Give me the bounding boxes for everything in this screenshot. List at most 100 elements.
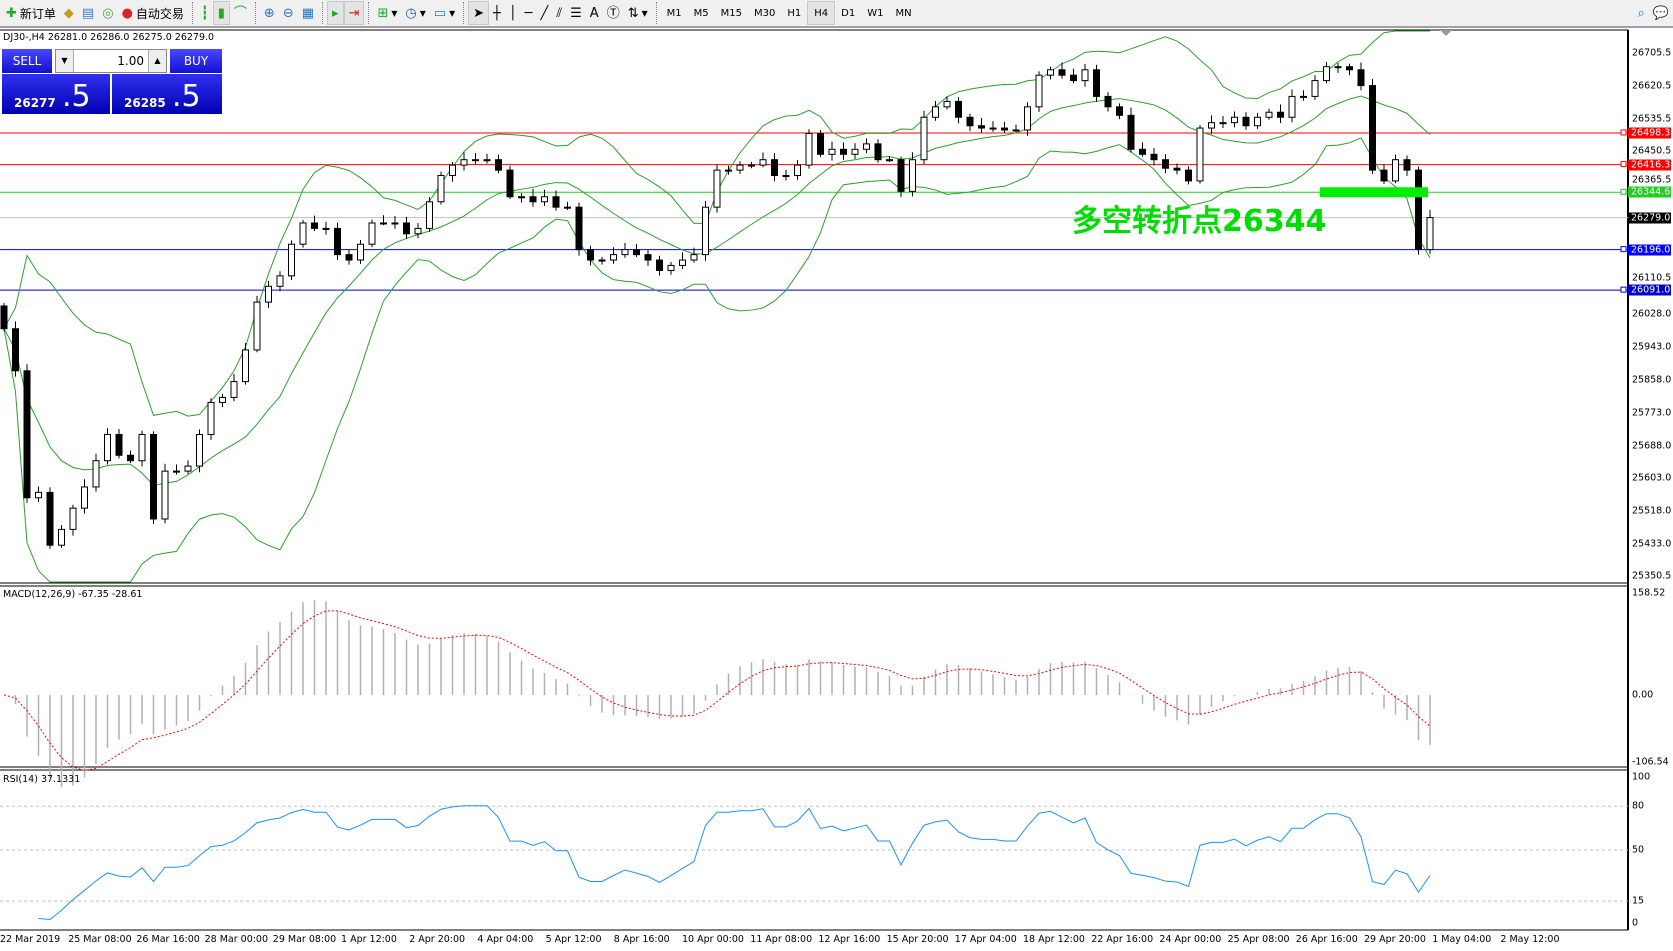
rsi-tick: 80: [1632, 800, 1645, 812]
crosshair-button[interactable]: ┼: [489, 1, 505, 25]
rsi-tick: 0: [1632, 917, 1639, 929]
time-tick: 10 Apr 00:00: [682, 934, 744, 945]
indicators-button[interactable]: ⊞ ▾: [377, 5, 398, 21]
lot-size-input[interactable]: ▼ 1.00 ▲: [55, 49, 167, 73]
periods-button[interactable]: ◷ ▾: [405, 5, 426, 21]
timeframe-h1[interactable]: H1: [787, 7, 802, 19]
buy-price-pips: .5: [172, 79, 201, 114]
zoom-in-button[interactable]: ⊕: [260, 1, 279, 25]
buy-price-button[interactable]: 26285 .5: [112, 74, 222, 114]
horizontal-line-button[interactable]: ─: [521, 1, 537, 25]
macd-title: MACD(12,26,9) -67.35 -28.61: [3, 589, 143, 600]
time-tick: 1 May 04:00: [1432, 934, 1492, 945]
sell-price-button[interactable]: 26277 .5: [2, 74, 110, 114]
search-button[interactable]: ⌕: [1634, 1, 1649, 25]
candle: [138, 433, 146, 462]
signals-button[interactable]: ◎: [98, 1, 117, 25]
chat-button[interactable]: 💬: [1649, 1, 1673, 25]
market-watch-button[interactable]: ◆: [60, 1, 78, 25]
history-button[interactable]: ▤: [78, 1, 98, 25]
timeframe-m30[interactable]: M30: [754, 7, 776, 19]
candle: [472, 159, 479, 162]
cursor-button[interactable]: ➤: [468, 1, 490, 25]
line-chart-button[interactable]: ⌒: [230, 1, 251, 25]
grid-icon: ▦: [301, 5, 315, 21]
new-order-button[interactable]: ✚ 新订单: [2, 1, 60, 25]
candle: [35, 491, 42, 499]
candle: [1035, 74, 1043, 108]
candle: [1081, 69, 1089, 82]
line-chart-icon: ⌒: [233, 5, 247, 21]
candle: [633, 249, 640, 256]
candle: [1334, 66, 1342, 69]
candle: [1311, 80, 1319, 97]
auto-trading-button[interactable]: ● 自动交易: [118, 1, 188, 25]
candle: [759, 159, 767, 166]
arrows-button[interactable]: ⇅ ▾: [627, 5, 648, 21]
timeframe-m1[interactable]: M1: [666, 7, 682, 19]
horizontal-line-icon: ─: [524, 5, 533, 21]
candle: [299, 222, 307, 245]
timeframe-m5[interactable]: M5: [693, 7, 709, 19]
sell-button[interactable]: SELL: [2, 49, 52, 73]
candle: [69, 507, 77, 530]
text-button[interactable]: A: [586, 1, 603, 25]
tile-windows-button[interactable]: ▦: [298, 1, 318, 25]
toolbar: ✚ 新订单 ◆ ▤ ◎ ● 自动交易 ┇ ▮ ⌒ ⊕ ⊖ ▦ ▸ ⇥ ⊞ ▾ ◷ ▾ ▭…: [0, 0, 1673, 28]
lot-increase-button[interactable]: ▲: [148, 50, 166, 72]
time-tick: 28 Mar 00:00: [204, 934, 269, 945]
candle: [1208, 122, 1215, 129]
timeframe-h4[interactable]: H4: [807, 1, 836, 25]
vertical-line-button[interactable]: │: [505, 1, 521, 25]
price-tick: 26450.5: [1632, 145, 1672, 157]
candle: [575, 206, 583, 251]
cursor-icon: ➤: [473, 5, 485, 21]
templates-button[interactable]: ▭ ▾: [433, 5, 456, 21]
chart-shift-icon: ⇥: [348, 5, 360, 21]
buy-button[interactable]: BUY: [170, 49, 222, 73]
text-label-icon: Ⓣ: [606, 5, 620, 21]
candle: [1070, 74, 1077, 82]
price-tick: 25518.0: [1632, 505, 1672, 517]
candle: [840, 148, 847, 155]
text-label-button[interactable]: Ⓣ: [603, 1, 624, 25]
pivot-zone-rect: [1320, 187, 1428, 198]
candlestick-button[interactable]: ▮: [212, 1, 230, 25]
candle: [529, 196, 537, 203]
buy-price: 26285: [124, 96, 166, 110]
bar-chart-button[interactable]: ┇: [197, 1, 213, 25]
candle: [58, 528, 65, 546]
pivot-annotation[interactable]: 多空转折点26344: [1072, 204, 1327, 239]
candle: [1231, 116, 1238, 124]
price-tick: 25433.0: [1632, 538, 1672, 550]
candle: [886, 159, 893, 162]
level-handle: [1620, 129, 1627, 136]
zoom-out-icon: ⊖: [282, 5, 294, 21]
time-tick: 24 Apr 00:00: [1159, 934, 1222, 945]
channel-button[interactable]: ⫽: [552, 1, 566, 25]
macd-tick: 158.52: [1632, 587, 1666, 599]
candle: [483, 159, 491, 162]
sell-price: 26277: [14, 96, 56, 110]
level-handle: [1620, 188, 1627, 195]
time-tick: 4 Apr 04:00: [477, 934, 534, 945]
chart-shift-button[interactable]: ⇥: [343, 1, 365, 25]
fibonacci-button[interactable]: ☰: [566, 1, 586, 25]
timeframe-w1[interactable]: W1: [867, 7, 884, 19]
text-icon: A: [589, 5, 599, 21]
lot-decrease-button[interactable]: ▼: [56, 50, 74, 72]
zoom-out-button[interactable]: ⊖: [279, 1, 298, 25]
rsi-line: [38, 805, 1431, 921]
time-tick: 22 Mar 2019: [0, 934, 61, 945]
price-level-badge: 26196.0: [1628, 244, 1671, 256]
trendline-button[interactable]: ╱: [537, 1, 553, 25]
candle: [1001, 127, 1008, 131]
candle: [851, 148, 859, 155]
timeframe-m15[interactable]: M15: [720, 7, 743, 19]
candle: [506, 169, 514, 198]
timeframe-mn[interactable]: MN: [895, 7, 912, 19]
candle: [1139, 148, 1146, 155]
auto-scroll-button[interactable]: ▸: [327, 1, 344, 25]
timeframe-d1[interactable]: D1: [841, 7, 856, 19]
